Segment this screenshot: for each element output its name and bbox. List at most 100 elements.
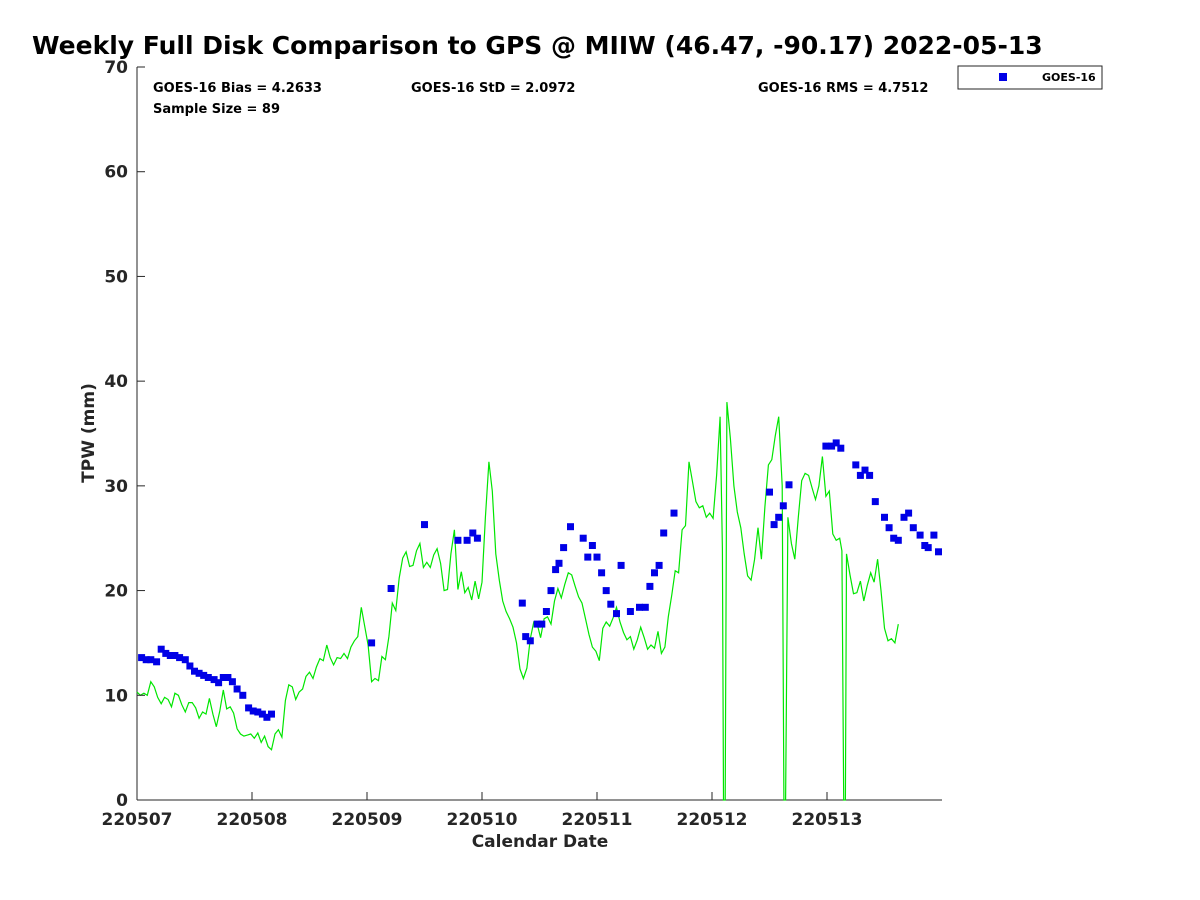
goes-16-point <box>881 513 888 521</box>
goes-16-point <box>584 553 592 561</box>
goes-16-point <box>200 671 208 679</box>
goes-16-point <box>533 620 541 628</box>
goes-16-point <box>181 656 189 664</box>
x-tick-label: 220507 <box>102 810 173 830</box>
goes-16-point <box>239 691 247 699</box>
goes-16-point <box>473 534 481 542</box>
goes-16-point <box>785 481 793 489</box>
goes-16-point <box>930 531 938 539</box>
y-tick-label: 0 <box>116 791 128 811</box>
goes-16-point <box>602 587 610 595</box>
goes-16-point <box>613 610 620 618</box>
goes-16-point <box>660 529 668 537</box>
goes-16-point <box>195 669 203 677</box>
goes-16-point <box>387 585 395 592</box>
goes-16-point <box>228 678 236 686</box>
goes-16-point <box>210 676 218 684</box>
x-tick-label: 220512 <box>677 810 748 830</box>
y-tick-label: 50 <box>104 267 128 287</box>
goes-16-point <box>890 534 898 542</box>
y-tick-label: 10 <box>104 686 128 706</box>
goes-16-point <box>905 509 913 517</box>
goes-16-point <box>861 466 869 474</box>
goes-16-point <box>245 704 253 712</box>
goes-16-point <box>598 569 606 577</box>
x-tick-label: 220511 <box>562 810 633 830</box>
goes-16-point <box>268 710 275 718</box>
goes-16-series <box>138 439 942 721</box>
axis-ticks: 0 10 20 30 40 50 60 70 220507 220508 220509 220510 2… <box>102 58 863 830</box>
goes-16-point <box>579 534 587 542</box>
goes-16-point <box>153 658 161 666</box>
goes-16-point <box>219 674 227 681</box>
goes-16-point <box>204 674 212 681</box>
goes-16-point <box>421 521 428 529</box>
goes-16-point <box>263 713 271 721</box>
goes-16-point <box>166 652 174 659</box>
goes-16-point <box>885 524 893 532</box>
goes-16-point <box>770 521 778 529</box>
goes-16-point <box>871 498 879 506</box>
goes-16-point <box>186 662 194 670</box>
y-tick-label: 30 <box>104 477 128 497</box>
goes-16-point <box>138 654 146 662</box>
y-axis-label: TPW (mm) <box>79 383 99 483</box>
goes-16-point <box>607 600 615 608</box>
goes-16-point <box>832 439 840 447</box>
gps-series <box>136 402 899 801</box>
y-tick-label: 40 <box>104 372 128 392</box>
goes-16-point <box>224 674 232 681</box>
goes-16-point <box>157 645 165 653</box>
goes-16-point <box>779 502 787 510</box>
x-tick-label: 220513 <box>792 810 863 830</box>
x-axis-label: Calendar Date <box>472 832 609 852</box>
goes-16-point <box>526 637 534 645</box>
goes-16-point <box>560 544 568 552</box>
goes-16-point <box>856 471 864 479</box>
goes-16-point <box>766 488 773 496</box>
goes-16-point <box>593 553 601 561</box>
y-tick-label: 20 <box>104 582 128 602</box>
goes-16-point <box>249 707 257 715</box>
goes-16-point <box>909 524 917 532</box>
goes-16-point <box>215 679 223 687</box>
goes-16-point <box>547 587 555 595</box>
goes-16-point <box>567 523 574 531</box>
chart-title: Weekly Full Disk Comparison to GPS @ MII… <box>32 31 1043 60</box>
legend-marker <box>999 73 1007 81</box>
goes-16-point <box>542 608 550 615</box>
sample-size-stat: Sample Size = 89 <box>153 102 280 117</box>
x-tick-label: 220509 <box>332 810 403 830</box>
goes-16-point <box>254 708 262 716</box>
goes-16-point <box>469 529 477 537</box>
plot-frame <box>137 67 942 800</box>
x-tick-label: 220508 <box>217 810 288 830</box>
y-tick-label: 60 <box>104 163 128 183</box>
goes-16-point <box>233 685 241 693</box>
goes-16-point <box>775 513 783 521</box>
goes-16-point <box>924 544 932 552</box>
goes-16-point <box>837 444 845 452</box>
std-stat: GOES-16 StD = 2.0972 <box>411 81 575 96</box>
goes-16-point <box>651 569 658 577</box>
goes-16-point <box>626 608 634 615</box>
goes-16-point <box>935 548 942 556</box>
goes-16-point <box>176 654 184 662</box>
goes-16-point <box>162 649 170 657</box>
goes-16-point <box>555 559 563 567</box>
goes-16-point <box>522 633 530 641</box>
x-tick-label: 220510 <box>447 810 518 830</box>
goes-16-point <box>258 710 266 718</box>
legend-box <box>957 65 1103 90</box>
goes-16-point <box>636 603 643 611</box>
y-tick-label: 70 <box>104 58 128 78</box>
goes-16-point <box>368 639 376 647</box>
goes-16-point <box>617 561 625 569</box>
goes-16-point <box>142 656 150 664</box>
goes-16-point <box>894 536 902 544</box>
goes-16-point <box>655 561 663 569</box>
goes-16-point <box>828 442 836 450</box>
goes-16-point <box>147 656 155 664</box>
plot-area <box>136 67 942 801</box>
